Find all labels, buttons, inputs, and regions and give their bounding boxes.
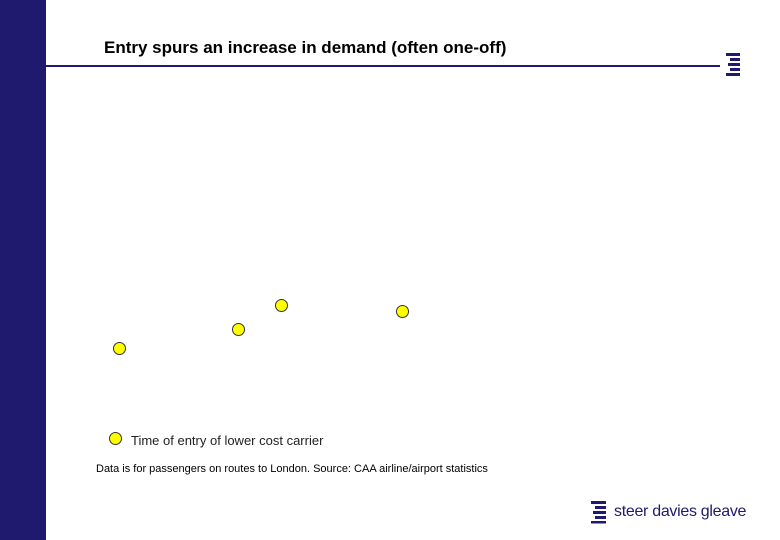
entry-marker-icon xyxy=(396,305,409,318)
entry-marker-icon xyxy=(232,323,245,336)
sdg-logo-icon xyxy=(726,53,740,76)
entry-marker-icon xyxy=(113,342,126,355)
brand-name: steer davies gleave xyxy=(614,503,747,520)
left-sidebar-bar xyxy=(0,0,46,540)
source-footnote: Data is for passengers on routes to Lond… xyxy=(96,463,488,475)
slide-title: Entry spurs an increase in demand (often… xyxy=(104,38,507,57)
title-divider xyxy=(46,65,720,67)
brand-logo: steer davies gleave xyxy=(590,499,746,525)
legend-marker-icon xyxy=(109,432,122,445)
sdg-logo-icon xyxy=(591,501,606,524)
legend-label: Time of entry of lower cost carrier xyxy=(131,433,324,448)
entry-marker-icon xyxy=(275,299,288,312)
